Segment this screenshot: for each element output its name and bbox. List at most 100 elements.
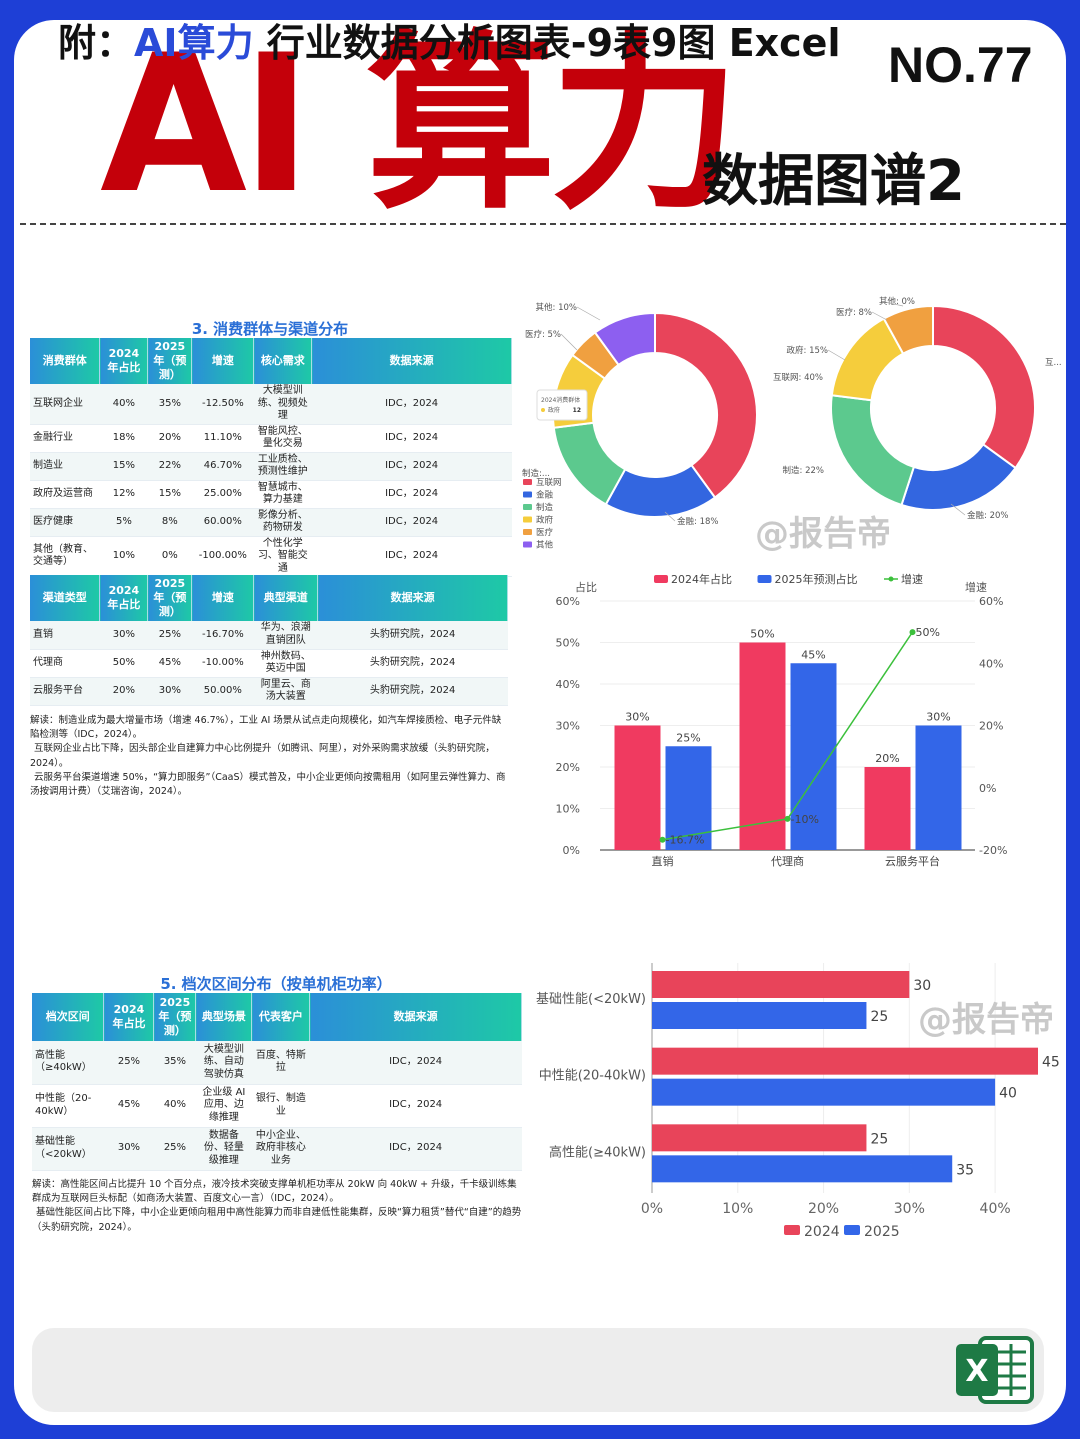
table-cell: 25% [147, 621, 192, 650]
channel-note: 解读：制造业成为最大增量市场（增速 46.7%），工业 AI 场景从试点走向规模… [30, 714, 508, 799]
table-cell: 基础性能（<20kW） [32, 1127, 104, 1171]
legend-swatch [784, 1225, 800, 1235]
bar-label: 30 [913, 978, 931, 994]
note-paragraph: 云服务平台渠道增速 50%，“算力即服务”（CaaS）模式普及，中小企业更倾向按… [30, 771, 506, 798]
table-cell: 35% [147, 384, 192, 425]
table-cell: 高性能（≥40kW） [32, 1041, 104, 1085]
table-cell: 头豹研究院，2024 [317, 649, 508, 678]
subtitle: 数据图谱2 [702, 149, 965, 214]
table-cell: 医疗健康 [30, 508, 100, 537]
table-cell: 阿里云、商汤大装置 [253, 677, 318, 706]
label-2024: 其他: 10% [536, 302, 577, 313]
label-2024: 医疗: 5% [525, 329, 561, 340]
tooltip-box [536, 389, 588, 421]
svg-text:X: X [965, 1354, 988, 1389]
y-tick-label: 中性能(20-40kW) [539, 1069, 646, 1084]
label-2025: 医疗: 8% [836, 307, 872, 318]
leader-line [560, 333, 578, 351]
table-cell: 25.00% [191, 480, 254, 509]
table3-title: 3. 消费群体与渠道分布 [191, 320, 349, 338]
leader-line [664, 511, 676, 522]
footer-highlight: AI算力 [134, 21, 254, 65]
table-row: 政府及运营商 12% 15% 25.00% 智慧城市、算力基建 IDC，2024 [30, 480, 512, 509]
legend-label: 2024 [804, 1224, 840, 1240]
table-cell: -16.70% [191, 621, 254, 650]
legend-label: 政府 [536, 515, 554, 526]
y-tick-label: 20% [556, 761, 580, 774]
bar [652, 1155, 953, 1183]
legend-label: 医疗 [536, 527, 554, 538]
table-cell: 25% [103, 1041, 154, 1085]
y-tick-label: 40% [556, 678, 580, 691]
y2-tick-label: -20% [979, 844, 1007, 857]
y-tick-label: 30% [556, 720, 580, 733]
table-row: 高性能（≥40kW） 25% 35% 大模型训练、自动驾驶仿真 百度、特斯拉 IDC，20… [32, 1041, 522, 1085]
table-cell: -100.00% [191, 536, 254, 577]
legend-swatch [523, 529, 532, 535]
column-header: 2025 年（预测） [153, 993, 197, 1041]
table-cell: 46.70% [191, 452, 254, 481]
table-cell: 20% [99, 677, 148, 706]
y-tick-label: 60% [556, 595, 580, 608]
label-2024: 金融: 18% [677, 516, 718, 527]
table-row: 直销 30% 25% -16.70% 华为、浪潮直销团队 头豹研究院，2024 [30, 621, 508, 650]
x-tick-label: 30% [894, 1201, 925, 1217]
y-axis-title: 占比 [575, 580, 597, 594]
table-cell: 大模型训练、自动驾驶仿真 [195, 1041, 252, 1085]
y2-tick-label: 0% [979, 782, 996, 795]
table-row: 其他（教育、交通等） 10% 0% -100.00% 个性化学习、智能交通 IDC，202… [30, 536, 512, 577]
table-cell: 互联网企业 [30, 384, 100, 425]
column-header: 2024 年占比 [99, 338, 149, 384]
legend-swatch [523, 491, 532, 498]
y-tick-label: 0% [563, 844, 580, 857]
column-header: 消费群体 [30, 338, 101, 384]
table-cell: 华为、浪潮直销团队 [253, 621, 318, 650]
note-paragraph: 解读：制造业成为最大增量市场（增速 46.7%），工业 AI 场景从试点走向规模… [30, 715, 502, 741]
footer-prefix: 附： [58, 21, 135, 65]
legend-label: 2025 [864, 1224, 900, 1240]
table-cell: 制造业 [30, 452, 100, 481]
legend-swatch [523, 541, 532, 548]
y2-tick-label: 40% [979, 657, 1003, 670]
header-row: 消费群体 2024 年占比 2025 年（预测） 增速 核心需求 数据来源 [30, 338, 512, 384]
x-tick-label: 0% [641, 1201, 663, 1217]
y2-tick-label: 20% [979, 720, 1003, 733]
header-row: 档次区间 2024 年占比 2025 年（预测） 典型场景 代表客户 数据来源 [32, 993, 522, 1041]
page-card [14, 20, 1066, 1425]
legend-swatch [523, 479, 532, 485]
table-cell: IDC，2024 [311, 452, 512, 481]
table-cell: 百度、特斯拉 [251, 1041, 310, 1085]
legend-label: 增速 [901, 572, 923, 586]
table-cell: 22% [147, 452, 192, 481]
table-cell: 头豹研究院，2024 [317, 677, 508, 706]
tooltip-dot [541, 408, 545, 412]
table-cell: 18% [99, 424, 148, 453]
table-cell: 15% [147, 480, 192, 509]
tooltip-value: 12 [573, 407, 581, 414]
consumer-table: 消费群体 2024 年占比 2025 年（预测） 增速 核心需求 数据来源 互联网企业 40%… [30, 338, 512, 577]
table-cell: IDC，2024 [311, 480, 512, 509]
leader-line [871, 311, 888, 321]
table-cell: 直销 [30, 621, 100, 650]
column-header: 核心需求 [253, 338, 313, 384]
divider [20, 223, 1066, 225]
table-cell: 25% [153, 1127, 196, 1171]
legend-swatch [523, 516, 532, 523]
table-cell: 银行、制造业 [251, 1084, 310, 1128]
label-2025: 制造: 22% [783, 465, 824, 476]
table-cell: IDC，2024 [311, 384, 512, 425]
footer-text: 附：AI算力 行业数据分析图表-9表9图 Excel [58, 12, 840, 67]
tier-note: 解读：高性能区间占比提升 10 个百分点，液冷技术突破支撑单机柜功率从 20kW… [32, 1178, 522, 1235]
table-cell: 8% [147, 508, 192, 537]
table-cell: 40% [153, 1084, 196, 1128]
table-cell: 云服务平台 [30, 677, 100, 706]
donut-2024-slice [593, 311, 656, 367]
y2-tick-label: 60% [979, 595, 1003, 608]
legend-swatch [523, 504, 532, 510]
table-cell: 数据备份、轻量级推理 [195, 1127, 252, 1171]
column-header: 增速 [191, 575, 255, 621]
table-cell: 50% [99, 649, 148, 678]
growth-label: -16.7% [666, 834, 705, 847]
table-cell: 工业质检、预测性维护 [253, 452, 312, 481]
table-cell: 代理商 [30, 649, 100, 678]
